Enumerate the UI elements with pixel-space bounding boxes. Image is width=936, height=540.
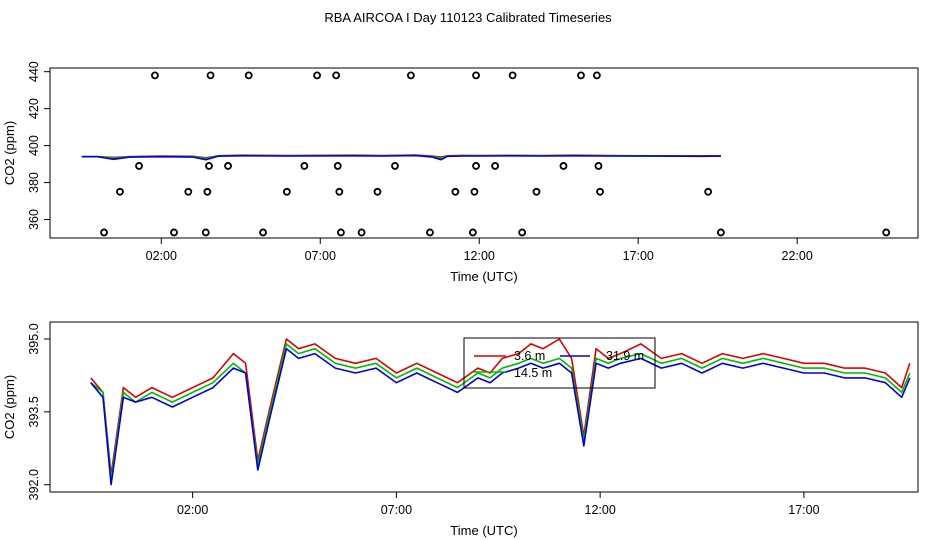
scatter-point	[406, 71, 415, 80]
scatter-point	[468, 228, 477, 237]
scatter-point	[206, 71, 215, 80]
scatter-point	[577, 71, 585, 80]
legend-box	[463, 337, 656, 389]
scatter-point	[472, 71, 480, 80]
scatter-point	[151, 71, 159, 80]
bottom-x-tick-label: 07:00	[381, 503, 412, 517]
scatter-point	[532, 187, 541, 196]
scatter-point	[244, 71, 253, 80]
top-y-tick-label: 360	[27, 209, 41, 230]
scatter-point	[170, 228, 178, 237]
scatter-point	[282, 187, 291, 196]
scatter-point	[116, 187, 124, 196]
scatter-point	[201, 228, 210, 237]
top-x-tick-label: 12:00	[464, 249, 495, 263]
legend-label-31-9m: 31.9 m	[606, 349, 644, 363]
scatter-point	[335, 187, 344, 196]
scatter-point	[313, 71, 321, 80]
top-scatter-points	[100, 71, 891, 237]
bottom-x-tick-label: 02:00	[177, 503, 208, 517]
legend: 3.6 m 14.5 m 31.9 m	[463, 337, 656, 389]
scatter-point	[594, 162, 603, 170]
scatter-point	[333, 162, 342, 170]
scatter-point	[491, 162, 500, 170]
top-x-axis-label: Time (UTC)	[450, 269, 517, 284]
bottom-x-axis-label: Time (UTC)	[450, 523, 517, 538]
top-x-tick-label: 22:00	[782, 249, 813, 263]
legend-label-14-5m: 14.5 m	[514, 366, 552, 380]
bottom-y-tick-label: 393.5	[27, 396, 41, 427]
top-axis-ticks: 02:00 07:00 12:00 17:00 22:00 360 380 400 420 440	[27, 61, 813, 263]
scatter-point	[470, 187, 479, 196]
chart-title: RBA AIRCOA I Day 110123 Calibrated Times…	[324, 10, 612, 25]
top-y-tick-label: 400	[27, 135, 41, 156]
bottom-y-tick-label: 395.0	[27, 323, 41, 354]
scatter-point	[373, 187, 382, 196]
bottom-series-line-31-9-m	[90, 347, 911, 486]
top-x-tick-label: 07:00	[305, 249, 336, 263]
scatter-point	[100, 228, 108, 237]
bottom-x-tick-label: 17:00	[788, 503, 819, 517]
top-y-tick-label: 380	[27, 172, 41, 193]
scatter-point	[592, 71, 601, 80]
top-y-tick-label: 420	[27, 98, 41, 119]
scatter-point	[300, 162, 309, 170]
top-series-line-31-9-m	[81, 154, 721, 161]
scatter-point	[596, 187, 604, 196]
scatter-point	[559, 162, 568, 170]
scatter-point	[337, 228, 345, 237]
scatter-point	[224, 162, 232, 170]
scatter-point	[184, 187, 193, 196]
top-panel: 02:00 07:00 12:00 17:00 22:00 360 380 400 420 440…	[2, 61, 919, 284]
scatter-point	[426, 228, 434, 237]
scatter-point	[882, 228, 891, 237]
scatter-point	[357, 228, 366, 237]
top-series-lines	[81, 154, 721, 161]
scatter-point	[451, 187, 460, 196]
top-plot-frame	[49, 67, 919, 239]
top-y-axis-label: CO2 (ppm)	[2, 121, 17, 185]
bottom-y-axis-label: CO2 (ppm)	[2, 375, 17, 439]
bottom-series-lines	[90, 338, 911, 486]
bottom-series-line-14-5-m	[90, 343, 911, 481]
top-x-tick-label: 02:00	[146, 249, 177, 263]
bottom-axis-ticks: 02:00 07:00 12:00 17:00 392.0 393.5 395.0	[27, 323, 820, 517]
bottom-y-tick-label: 392.0	[27, 469, 41, 500]
bottom-panel: 02:00 07:00 12:00 17:00 392.0 393.5 395.0 3.6 …	[2, 321, 919, 538]
top-x-tick-label: 17:00	[623, 249, 654, 263]
bottom-x-tick-label: 12:00	[585, 503, 616, 517]
bottom-plot-frame	[49, 321, 919, 493]
scatter-point	[205, 162, 213, 170]
scatter-point	[704, 187, 713, 196]
scatter-point	[508, 71, 517, 80]
scatter-point	[203, 187, 212, 196]
scatter-point	[259, 228, 267, 237]
scatter-point	[518, 228, 527, 237]
scatter-point	[391, 162, 399, 170]
scatter-point	[716, 228, 725, 237]
legend-label-3-6m: 3.6 m	[514, 349, 545, 363]
scatter-point	[332, 71, 341, 80]
scatter-point	[135, 162, 143, 170]
bottom-series-line-3-6-m	[90, 338, 911, 476]
scatter-point	[472, 162, 480, 170]
top-y-tick-label: 440	[27, 61, 41, 82]
